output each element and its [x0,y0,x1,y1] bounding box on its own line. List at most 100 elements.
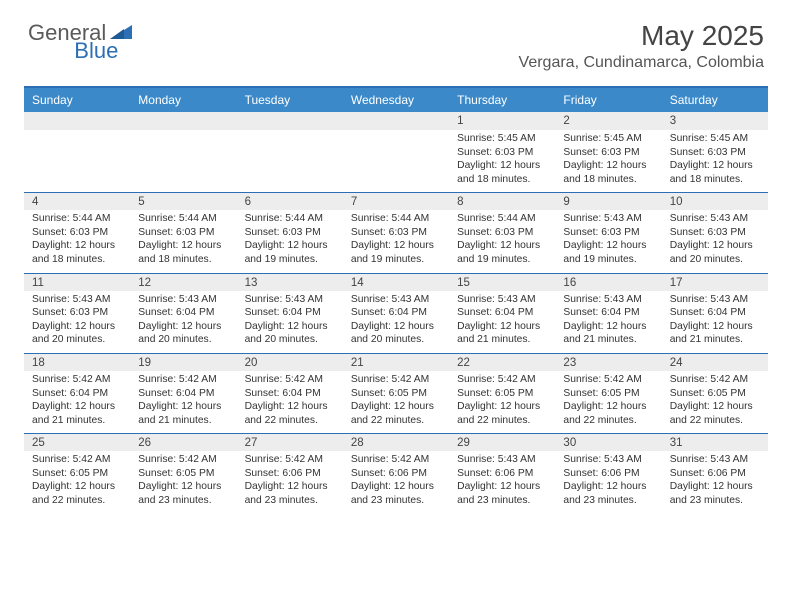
sunrise-line: Sunrise: 5:43 AM [138,293,228,307]
sunset-line: Sunset: 6:03 PM [670,146,760,160]
sunrise-line: Sunrise: 5:45 AM [563,132,653,146]
week-detail-row: Sunrise: 5:42 AMSunset: 6:05 PMDaylight:… [24,451,768,513]
sunrise-line: Sunrise: 5:42 AM [563,373,653,387]
sunrise-line: Sunrise: 5:42 AM [32,373,122,387]
sunrise-line: Sunrise: 5:44 AM [32,212,122,226]
daylight-line: Daylight: 12 hours and 18 minutes. [563,159,653,186]
daylight-line: Daylight: 12 hours and 21 minutes. [563,320,653,347]
sunset-line: Sunset: 6:03 PM [32,306,122,320]
daylight-line: Daylight: 12 hours and 21 minutes. [138,400,228,427]
day-detail-cell: Sunrise: 5:45 AMSunset: 6:03 PMDaylight:… [449,130,555,192]
day-detail-cell: Sunrise: 5:43 AMSunset: 6:04 PMDaylight:… [237,291,343,353]
daylight-line: Daylight: 12 hours and 23 minutes. [351,480,441,507]
sunrise-line: Sunrise: 5:43 AM [457,453,547,467]
day-number-cell: 10 [662,192,768,210]
sunrise-line: Sunrise: 5:44 AM [138,212,228,226]
daylight-line: Daylight: 12 hours and 21 minutes. [457,320,547,347]
day-detail-cell: Sunrise: 5:42 AMSunset: 6:04 PMDaylight:… [24,371,130,433]
daylight-line: Daylight: 12 hours and 23 minutes. [138,480,228,507]
day-number-cell: 9 [555,192,661,210]
day-detail-cell: Sunrise: 5:45 AMSunset: 6:03 PMDaylight:… [662,130,768,192]
sunset-line: Sunset: 6:04 PM [351,306,441,320]
daylight-line: Daylight: 12 hours and 23 minutes. [670,480,760,507]
day-detail-cell: Sunrise: 5:43 AMSunset: 6:06 PMDaylight:… [662,451,768,513]
daylight-line: Daylight: 12 hours and 18 minutes. [32,239,122,266]
day-detail-cell [237,130,343,192]
day-number-cell: 23 [555,353,661,371]
sunset-line: Sunset: 6:04 PM [32,387,122,401]
daylight-line: Daylight: 12 hours and 18 minutes. [138,239,228,266]
sunrise-line: Sunrise: 5:42 AM [670,373,760,387]
sunset-line: Sunset: 6:05 PM [563,387,653,401]
day-detail-cell: Sunrise: 5:42 AMSunset: 6:05 PMDaylight:… [24,451,130,513]
sunrise-line: Sunrise: 5:42 AM [351,373,441,387]
day-number-cell: 5 [130,192,236,210]
sunset-line: Sunset: 6:04 PM [563,306,653,320]
daylight-line: Daylight: 12 hours and 20 minutes. [351,320,441,347]
day-number-cell: 13 [237,273,343,291]
week-detail-row: Sunrise: 5:42 AMSunset: 6:04 PMDaylight:… [24,371,768,433]
weeks-container: 123Sunrise: 5:45 AMSunset: 6:03 PMDaylig… [24,112,768,514]
header: General Blue May 2025 Vergara, Cundinama… [0,0,792,78]
week-number-row: 11121314151617 [24,273,768,291]
sunset-line: Sunset: 6:06 PM [563,467,653,481]
sunset-line: Sunset: 6:05 PM [670,387,760,401]
daylight-line: Daylight: 12 hours and 18 minutes. [457,159,547,186]
daylight-line: Daylight: 12 hours and 20 minutes. [670,239,760,266]
day-detail-cell: Sunrise: 5:43 AMSunset: 6:04 PMDaylight:… [555,291,661,353]
sunset-line: Sunset: 6:06 PM [245,467,335,481]
day-number-cell: 20 [237,353,343,371]
daylight-line: Daylight: 12 hours and 23 minutes. [245,480,335,507]
day-detail-cell: Sunrise: 5:42 AMSunset: 6:04 PMDaylight:… [237,371,343,433]
day-number-cell: 27 [237,433,343,451]
day-number-cell: 4 [24,192,130,210]
day-detail-cell: Sunrise: 5:42 AMSunset: 6:06 PMDaylight:… [343,451,449,513]
daylight-line: Daylight: 12 hours and 22 minutes. [670,400,760,427]
sunset-line: Sunset: 6:04 PM [670,306,760,320]
daylight-line: Daylight: 12 hours and 19 minutes. [457,239,547,266]
day-number-cell: 12 [130,273,236,291]
day-number-cell: 7 [343,192,449,210]
sunset-line: Sunset: 6:03 PM [138,226,228,240]
daylight-line: Daylight: 12 hours and 20 minutes. [138,320,228,347]
day-detail-cell: Sunrise: 5:44 AMSunset: 6:03 PMDaylight:… [343,210,449,272]
sunrise-line: Sunrise: 5:42 AM [457,373,547,387]
sunset-line: Sunset: 6:03 PM [245,226,335,240]
day-detail-cell: Sunrise: 5:44 AMSunset: 6:03 PMDaylight:… [449,210,555,272]
sunrise-line: Sunrise: 5:43 AM [563,293,653,307]
sunrise-line: Sunrise: 5:42 AM [138,453,228,467]
day-detail-cell: Sunrise: 5:42 AMSunset: 6:05 PMDaylight:… [130,451,236,513]
sunset-line: Sunset: 6:05 PM [351,387,441,401]
day-number-cell: 14 [343,273,449,291]
week-detail-row: Sunrise: 5:45 AMSunset: 6:03 PMDaylight:… [24,130,768,192]
week-detail-row: Sunrise: 5:44 AMSunset: 6:03 PMDaylight:… [24,210,768,272]
sunset-line: Sunset: 6:05 PM [138,467,228,481]
day-detail-cell: Sunrise: 5:44 AMSunset: 6:03 PMDaylight:… [24,210,130,272]
sunrise-line: Sunrise: 5:43 AM [563,453,653,467]
day-headers: SundayMondayTuesdayWednesdayThursdayFrid… [24,88,768,112]
day-detail-cell: Sunrise: 5:42 AMSunset: 6:05 PMDaylight:… [662,371,768,433]
sunset-line: Sunset: 6:03 PM [457,146,547,160]
day-number-cell: 18 [24,353,130,371]
sunrise-line: Sunrise: 5:43 AM [670,293,760,307]
sunrise-line: Sunrise: 5:45 AM [670,132,760,146]
daylight-line: Daylight: 12 hours and 22 minutes. [351,400,441,427]
sunset-line: Sunset: 6:03 PM [32,226,122,240]
daylight-line: Daylight: 12 hours and 20 minutes. [32,320,122,347]
daylight-line: Daylight: 12 hours and 22 minutes. [245,400,335,427]
day-detail-cell: Sunrise: 5:43 AMSunset: 6:04 PMDaylight:… [130,291,236,353]
day-detail-cell: Sunrise: 5:44 AMSunset: 6:03 PMDaylight:… [237,210,343,272]
daylight-line: Daylight: 12 hours and 22 minutes. [32,480,122,507]
sunset-line: Sunset: 6:04 PM [245,387,335,401]
daylight-line: Daylight: 12 hours and 19 minutes. [563,239,653,266]
day-number-cell: 25 [24,433,130,451]
day-number-cell: 29 [449,433,555,451]
day-number-cell: 8 [449,192,555,210]
sunset-line: Sunset: 6:04 PM [138,387,228,401]
sunset-line: Sunset: 6:03 PM [457,226,547,240]
page-title: May 2025 [519,20,764,52]
day-number-cell [237,112,343,130]
day-detail-cell: Sunrise: 5:43 AMSunset: 6:04 PMDaylight:… [662,291,768,353]
day-number-cell: 15 [449,273,555,291]
daylight-line: Daylight: 12 hours and 19 minutes. [351,239,441,266]
